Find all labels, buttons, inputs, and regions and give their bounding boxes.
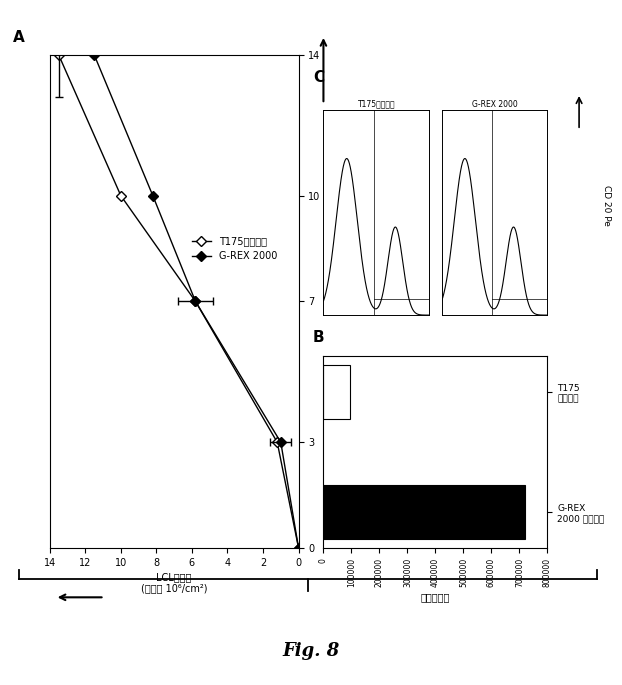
Text: A: A [12, 30, 24, 45]
Title: T175フラスコ: T175フラスコ [358, 100, 395, 109]
Text: Fig. 8: Fig. 8 [282, 642, 340, 660]
X-axis label: LCLの密度
(細胞数 10⁶/cm²): LCLの密度 (細胞数 10⁶/cm²) [141, 572, 207, 593]
G-REX 2000 [149, 192, 157, 200]
G-REX 2000 [192, 297, 199, 306]
Text: B: B [312, 329, 324, 345]
G-REX 2000 [277, 438, 284, 447]
Text: CD 20 Pe: CD 20 Pe [602, 185, 611, 226]
Text: C: C [313, 70, 324, 85]
T175フラスコ [295, 544, 302, 552]
Y-axis label: 培養日数: 培養日数 [325, 290, 335, 313]
X-axis label: 細胞の種数: 細胞の種数 [420, 593, 450, 603]
T175フラスコ [117, 192, 124, 200]
Line: G-REX 2000: G-REX 2000 [91, 51, 302, 551]
Title: G-REX 2000: G-REX 2000 [471, 100, 518, 109]
G-REX 2000 [90, 51, 98, 59]
T175フラスコ [55, 51, 62, 59]
T175フラスコ [192, 297, 199, 306]
Line: T175フラスコ: T175フラスコ [55, 51, 302, 551]
Bar [323, 365, 350, 419]
T175フラスコ [274, 438, 281, 447]
Legend: T175フラスコ, G-REX 2000: T175フラスコ, G-REX 2000 [188, 232, 281, 265]
G-REX 2000 [295, 544, 302, 552]
Bar [323, 485, 525, 539]
